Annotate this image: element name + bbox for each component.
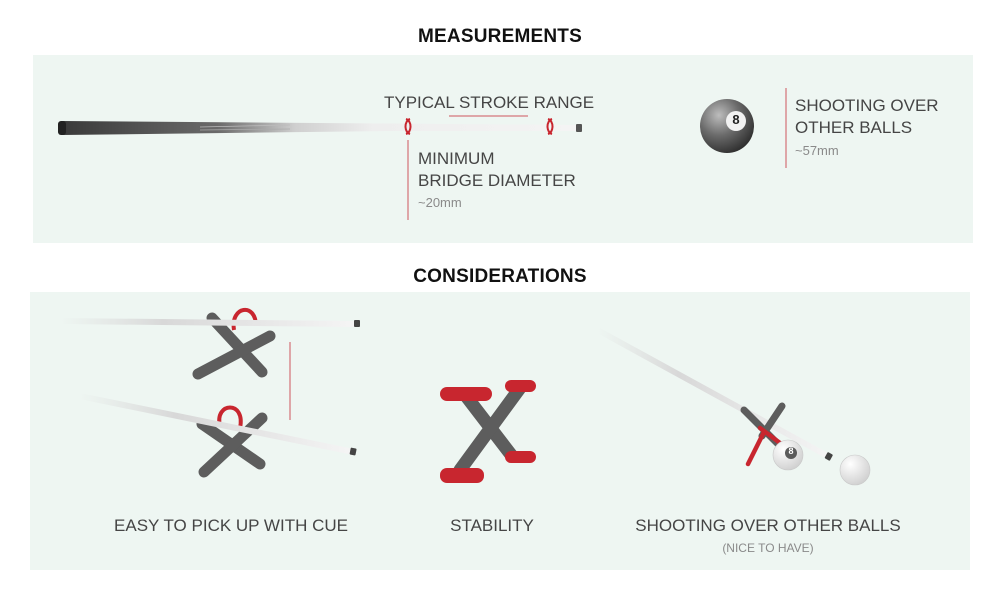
- shooting-over-label-line1: SHOOTING OVER: [795, 96, 939, 115]
- shooting-over-value: ~57mm: [795, 143, 839, 158]
- stroke-range-markers: [404, 115, 554, 135]
- eight-ball-icon: [700, 99, 754, 153]
- stability-bridge-icon: [440, 380, 536, 483]
- measurements-panel: [33, 55, 973, 243]
- nice-to-have-note: (NICE TO HAVE): [722, 541, 814, 555]
- considerations-heading: CONSIDERATIONS: [413, 266, 587, 287]
- stroke-range-label: TYPICAL STROKE RANGE: [384, 93, 595, 112]
- measurements-heading: MEASUREMENTS: [418, 26, 582, 47]
- pickup-cue-top: [60, 318, 360, 327]
- over-eight-ball-number: 8: [788, 446, 794, 456]
- eight-ball-number: 8: [732, 112, 740, 127]
- pickup-bridge-bottom: [196, 405, 268, 478]
- cue-ball-icon: [839, 454, 871, 486]
- pickup-cue-bottom: [79, 393, 357, 456]
- bridge-label-line1: MINIMUM: [418, 149, 495, 168]
- over-cue: [597, 328, 833, 461]
- shooting-over-label-line2: OTHER BALLS: [795, 118, 913, 137]
- cue-stick: [58, 121, 582, 135]
- shooting-over-balls-label: SHOOTING OVER OTHER BALLS: [635, 516, 901, 535]
- over-eight-ball-icon: [772, 439, 804, 471]
- bridge-label-line2: BRIDGE DIAMETER: [418, 171, 576, 190]
- pickup-bridge-top: [192, 307, 276, 380]
- pickup-label: EASY TO PICK UP WITH CUE: [114, 516, 348, 535]
- stability-label: STABILITY: [450, 516, 534, 535]
- bridge-value: ~20mm: [418, 195, 462, 210]
